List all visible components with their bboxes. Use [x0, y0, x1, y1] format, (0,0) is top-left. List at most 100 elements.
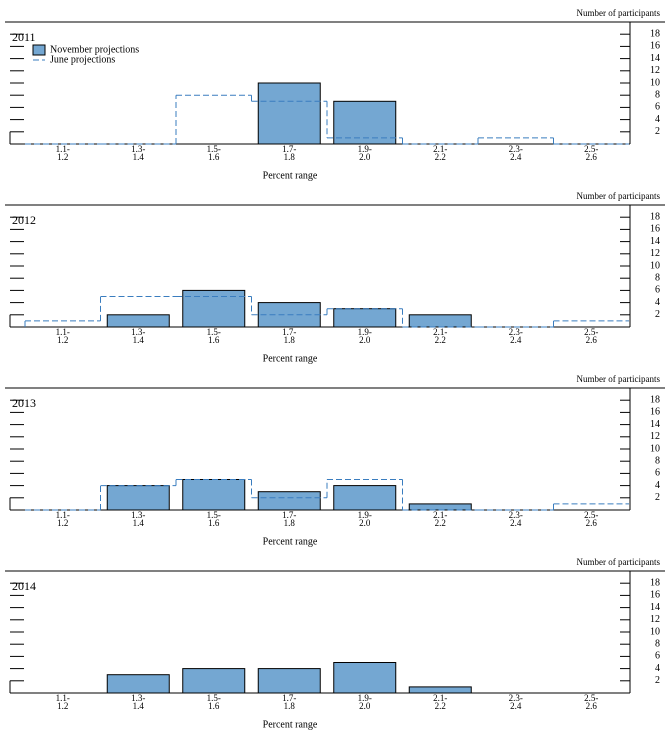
y-tick-label: 10 — [650, 260, 660, 271]
x-tick-label: 2.0 — [359, 518, 371, 528]
x-tick-label: 1.8 — [284, 335, 296, 345]
x-tick-label: 2.6 — [586, 701, 598, 711]
x-tick-label: 2.5- — [584, 510, 598, 520]
y-tick-label: 4 — [655, 297, 660, 308]
x-tick-label: 1.6 — [208, 701, 220, 711]
x-tick-label: 1.3- — [131, 144, 145, 154]
x-tick-label: 1.9- — [358, 327, 372, 337]
y-tick-label: 10 — [650, 77, 660, 88]
x-tick-label: 1.6 — [208, 152, 220, 162]
bar — [106, 674, 170, 694]
y-tick-label: 18 — [650, 577, 660, 588]
bar — [182, 479, 246, 511]
panel-title: 2014 — [12, 579, 36, 593]
x-axis-label: Percent range — [263, 170, 318, 181]
x-tick-label: 1.4 — [133, 701, 145, 711]
x-tick-label: 2.3- — [509, 327, 523, 337]
y-tick-label: 18 — [650, 28, 660, 39]
x-tick-label: 1.5- — [207, 693, 221, 703]
x-tick-label: 2.4 — [510, 152, 522, 162]
x-tick-label: 2.3- — [509, 693, 523, 703]
x-tick-label: 2.5- — [584, 693, 598, 703]
x-tick-label: 2.2 — [435, 518, 446, 528]
x-tick-label: 1.9- — [358, 144, 372, 154]
bar — [257, 491, 321, 511]
y-tick-label: 6 — [655, 285, 660, 296]
y-tick-label: 16 — [650, 590, 660, 601]
bar — [408, 503, 472, 511]
panel-title: 2011 — [12, 30, 36, 44]
x-tick-label: 2.2 — [435, 152, 446, 162]
x-axis-label: Percent range — [263, 719, 318, 730]
panel-title: 2012 — [12, 213, 36, 227]
y-tick-label: 18 — [650, 394, 660, 405]
bar — [257, 82, 321, 145]
y-tick-label: 8 — [655, 272, 660, 283]
x-tick-label: 1.8 — [284, 701, 296, 711]
x-tick-label: 1.2 — [57, 335, 68, 345]
bar — [333, 100, 397, 145]
bar — [408, 314, 472, 328]
x-tick-label: 2.4 — [510, 335, 522, 345]
x-tick-label: 2.2 — [435, 335, 446, 345]
bar — [333, 662, 397, 694]
x-tick-label: 2.4 — [510, 518, 522, 528]
y-tick-label: 16 — [650, 224, 660, 235]
x-tick-label: 1.8 — [284, 518, 296, 528]
x-tick-label: 1.7- — [282, 693, 296, 703]
y-tick-label: 8 — [655, 89, 660, 100]
x-tick-label: 2.3- — [509, 144, 523, 154]
x-tick-label: 1.7- — [282, 327, 296, 337]
x-tick-label: 2.0 — [359, 335, 371, 345]
x-tick-label: 2.0 — [359, 701, 371, 711]
x-tick-label: 1.1- — [56, 693, 70, 703]
x-tick-label: 1.4 — [133, 518, 145, 528]
y-tick-label: 12 — [650, 248, 660, 259]
x-tick-label: 2.1- — [433, 144, 447, 154]
x-tick-label: 1.9- — [358, 693, 372, 703]
legend-label: November projections — [50, 44, 139, 55]
panel-title: 2013 — [12, 396, 36, 410]
bar — [333, 308, 397, 328]
y-tick-label: 14 — [650, 602, 660, 613]
y-tick-label: 2 — [655, 675, 660, 686]
bar — [182, 289, 246, 328]
y-axis-label: Number of participants — [577, 374, 661, 384]
y-tick-label: 2 — [655, 492, 660, 503]
bar — [257, 668, 321, 694]
x-tick-label: 1.3- — [131, 510, 145, 520]
x-tick-label: 2.4 — [510, 701, 522, 711]
x-tick-label: 1.1- — [56, 327, 70, 337]
y-tick-label: 12 — [650, 614, 660, 625]
y-tick-label: 6 — [655, 468, 660, 479]
x-tick-label: 1.5- — [207, 327, 221, 337]
x-axis-label: Percent range — [263, 536, 318, 547]
y-tick-label: 6 — [655, 651, 660, 662]
y-tick-label: 8 — [655, 638, 660, 649]
x-tick-label: 1.7- — [282, 144, 296, 154]
y-tick-label: 2 — [655, 309, 660, 320]
x-tick-label: 1.3- — [131, 693, 145, 703]
x-tick-label: 2.1- — [433, 510, 447, 520]
x-tick-label: 1.5- — [207, 510, 221, 520]
x-tick-label: 1.2 — [57, 518, 68, 528]
y-tick-label: 2 — [655, 126, 660, 137]
y-tick-label: 6 — [655, 102, 660, 113]
y-tick-label: 16 — [650, 407, 660, 418]
x-tick-label: 1.4 — [133, 152, 145, 162]
x-tick-label: 2.6 — [586, 335, 598, 345]
bar — [182, 668, 246, 694]
y-tick-label: 4 — [655, 663, 660, 674]
y-tick-label: 10 — [650, 626, 660, 637]
x-tick-label: 1.2 — [57, 701, 68, 711]
x-tick-label: 1.9- — [358, 510, 372, 520]
y-axis-label: Number of participants — [577, 8, 661, 18]
y-tick-label: 14 — [650, 53, 660, 64]
y-tick-label: 16 — [650, 41, 660, 52]
x-tick-label: 2.5- — [584, 327, 598, 337]
y-tick-label: 8 — [655, 455, 660, 466]
y-tick-label: 10 — [650, 443, 660, 454]
y-tick-label: 18 — [650, 211, 660, 222]
y-axis-label: Number of participants — [577, 557, 661, 567]
x-tick-label: 2.1- — [433, 693, 447, 703]
